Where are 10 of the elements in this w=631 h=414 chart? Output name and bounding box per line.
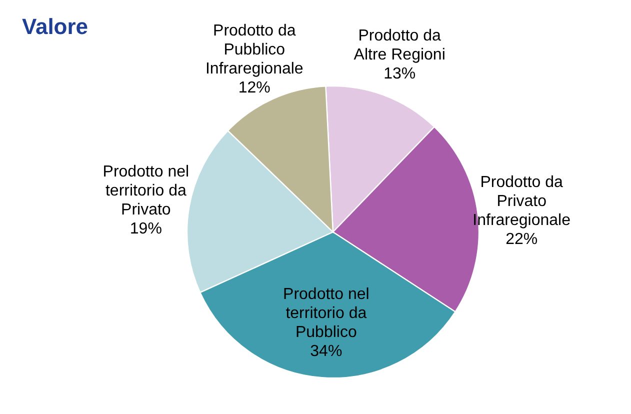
data-label: 22%	[506, 231, 538, 248]
data-label: 12%	[238, 80, 270, 97]
data-label: 19%	[130, 220, 162, 238]
slice-label: Prodotto da Pubblico Infraregionale	[205, 22, 304, 78]
slice-label: Prodotto da Altre Regioni	[354, 27, 446, 64]
data-label: 13%	[384, 65, 416, 82]
slice-label: Prodotto nel territorio da Privato	[102, 163, 190, 218]
slice-label: Prodotto nel territorio da Pubblico	[283, 286, 370, 341]
data-label: 34%	[310, 342, 342, 360]
chart-title: Valore	[22, 14, 88, 39]
